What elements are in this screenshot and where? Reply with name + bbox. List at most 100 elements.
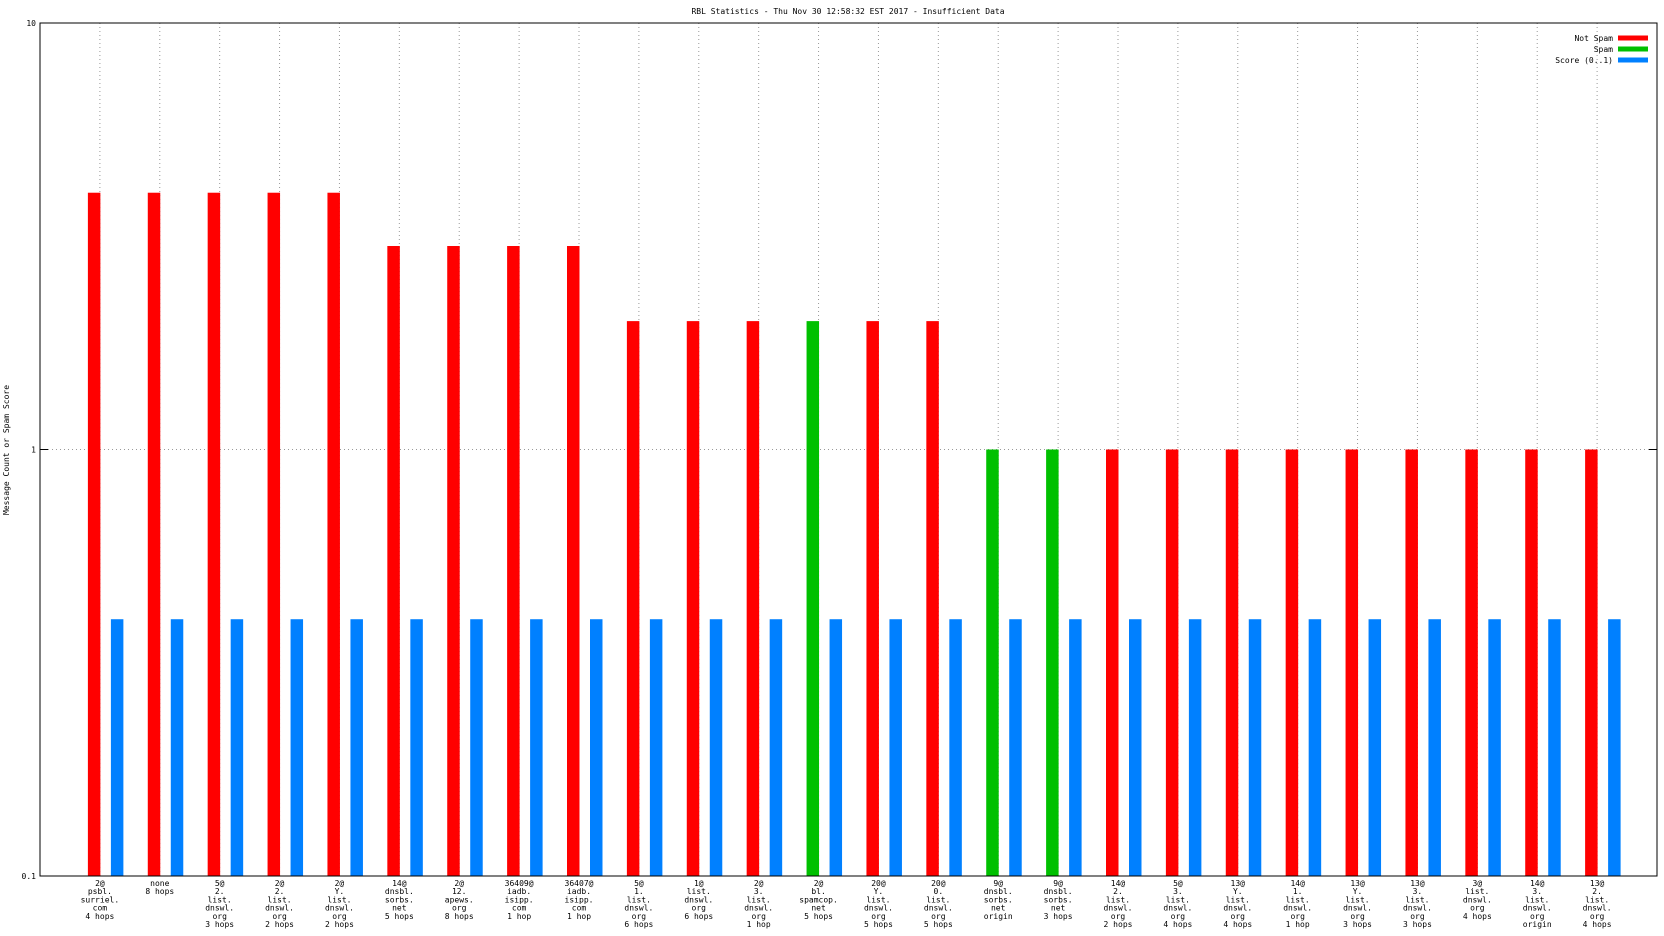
x-tick-label: com [572,904,587,913]
x-tick-label: dnswl. [1403,904,1432,913]
bar [1308,619,1322,876]
x-tick-label: list. [1585,895,1609,904]
bar [1285,449,1299,876]
x-tick-label: 3 hops [205,920,234,929]
x-tick-label: dnswl. [1583,904,1612,913]
x-tick-label: 13@ [1590,879,1605,888]
x-tick-label: dnswl. [1104,904,1133,913]
x-tick-label: 2@ [814,879,824,888]
x-tick-label: isipp. [505,895,534,904]
x-tick-label: 13@ [1410,879,1425,888]
x-tick-label: spamcop. [799,895,838,904]
x-tick-label: bl. [811,887,825,896]
x-tick-label: 3. [754,887,764,896]
x-tick-label: 5@ [634,879,644,888]
x-tick-label: list. [208,895,232,904]
plot-border [39,22,1658,877]
bar [806,321,820,876]
x-tick-label: 1 hop [507,912,531,921]
bar [590,619,603,876]
bar [327,192,340,876]
bar [1165,449,1179,876]
x-tick-label: org [871,912,886,921]
x-tick-label: 5 hops [864,920,893,929]
x-tick-label: org [1231,912,1246,921]
legend-label: Spam [1594,45,1613,54]
x-tick-label: net [991,904,1006,913]
bar [447,246,460,876]
x-tick-label: org [1171,912,1186,921]
bar [866,321,879,876]
bar [170,619,184,876]
bar [387,246,400,876]
bar [87,192,101,876]
x-tick-label: sorbs. [1044,895,1073,904]
bar [626,321,640,876]
x-tick-label: org [632,912,647,921]
bar [829,619,843,876]
x-tick-label: dnswl. [1463,895,1492,904]
x-tick-label: dnsbl. [984,887,1013,896]
x-tick-label: list. [747,895,771,904]
bar [1069,619,1082,876]
x-tick-label: 4 hops [1163,920,1192,929]
x-tick-label: org [692,904,707,913]
x-tick-label: 6 hops [684,912,713,921]
x-tick-label: 2@ [335,879,345,888]
x-tick-label: 3@ [1473,879,1483,888]
x-tick-label: 5 hops [924,920,953,929]
bar [1488,619,1501,876]
bar [507,246,520,876]
x-tick-label: 3 hops [1343,920,1372,929]
x-tick-label: list. [1286,895,1310,904]
y-axis-label: Message Count or Spam Score [2,385,11,515]
x-tick-label: list. [926,895,950,904]
x-tick-label: org [272,912,287,921]
bar [1368,619,1382,876]
x-tick-label: list. [866,895,890,904]
bar [230,619,244,876]
x-tick-label: 12. [452,887,466,896]
bar [1225,449,1239,876]
x-tick-label: dnswl. [684,895,713,904]
x-tick-label: 2 hops [1104,920,1133,929]
x-tick-label: 2 hops [325,920,354,929]
x-tick-label: 1 hop [747,920,771,929]
x-tick-label: surriel. [81,895,120,904]
bar [567,246,580,876]
x-tick-label: list. [327,895,351,904]
x-tick-label: 5@ [215,879,225,888]
x-tick-label: 0. [934,887,944,896]
x-tick-label: org [1290,912,1305,921]
x-tick-label: iadb. [567,887,591,896]
bar [769,619,783,876]
x-tick-label: 13@ [1350,879,1365,888]
x-tick-label: dnswl. [864,904,893,913]
x-tick-label: 5 hops [804,912,833,921]
x-tick-label: 14@ [1290,879,1305,888]
bar [350,619,363,876]
x-tick-label: 1 hop [567,912,591,921]
x-tick-label: com [512,904,527,913]
x-tick-label: Y. [1233,887,1243,896]
bar [1046,449,1059,876]
bar [986,449,999,876]
x-tick-label: org [452,904,467,913]
x-tick-label: dnswl. [325,904,354,913]
bar [207,192,221,876]
x-tick-label: 2. [1592,887,1602,896]
x-tick-label: 3 hops [1403,920,1432,929]
x-tick-label: dnswl. [1523,904,1552,913]
x-tick-label: list. [1346,895,1370,904]
x-tick-label: 2. [1113,887,1123,896]
y-tick-label: 0.1 [22,872,37,881]
x-tick-label: 6 hops [624,920,653,929]
x-tick-label: 2 hops [265,920,294,929]
x-tick-label: 2. [275,887,285,896]
bar [1188,619,1202,876]
x-tick-label: 5 hops [385,912,414,921]
x-tick-label: dnswl. [744,904,773,913]
x-tick-label: list. [1525,895,1549,904]
x-tick-label: list. [687,887,711,896]
bar [147,192,161,876]
